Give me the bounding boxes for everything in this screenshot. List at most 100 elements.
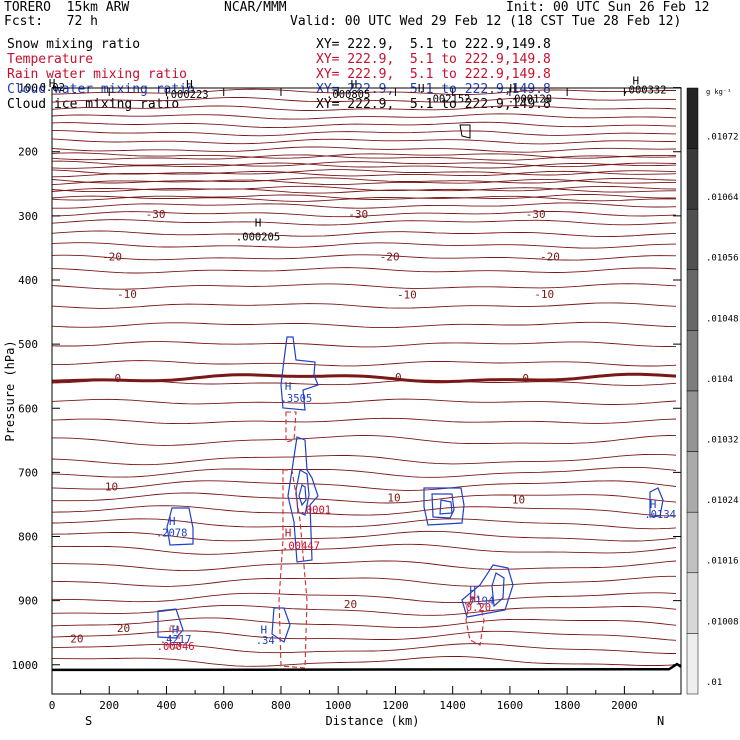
- x-axis-label: Distance (km): [326, 714, 420, 728]
- maximum-value-label: .00447: [282, 540, 320, 552]
- valid-time: Valid: 00 UTC Wed 29 Feb 12 (18 CST Tue …: [290, 14, 682, 29]
- isotherm-line: [51, 211, 677, 218]
- maximum-value-label: .34: [256, 635, 275, 647]
- isotherm-line: [51, 592, 677, 604]
- maximum-marker: H: [469, 584, 476, 597]
- isotherm-line: [51, 154, 677, 161]
- maximum-value-label: .000332: [622, 85, 666, 97]
- model-title: TORERO 15km ARW: [4, 0, 130, 15]
- isotherm-line: [51, 302, 677, 309]
- isotherm-line: [51, 162, 677, 169]
- maximum-marker: H: [469, 592, 476, 605]
- init-time: Init: 00 UTC Sun 26 Feb 12: [506, 0, 710, 15]
- legend-rain-xy: XY= 222.9, 5.1 to 222.9,149.8: [316, 67, 551, 82]
- isotherm-line: [51, 169, 677, 176]
- colorbar-label: .01008: [706, 617, 739, 627]
- colorbar-segment: [686, 572, 699, 634]
- temperature-label: 20: [344, 598, 357, 611]
- maximum-marker: H: [509, 82, 516, 95]
- isotherm-line: [51, 398, 677, 405]
- temperature-label: -30: [348, 208, 368, 221]
- maximum-value-label: .0134: [644, 509, 676, 521]
- x-tick-label: 1200: [382, 699, 409, 712]
- colorbar-label: .01032: [706, 436, 739, 446]
- isotherm-line: [51, 160, 677, 168]
- colorbar-segment: [686, 330, 699, 392]
- temperature-label: -20: [540, 250, 560, 263]
- colorbar-segment: [686, 451, 699, 513]
- cloud-water-contour: [461, 564, 514, 618]
- maximum-value-label: 0.02: [40, 82, 65, 94]
- cloud-water-contour: [491, 572, 505, 608]
- cloud-water-contour: [298, 484, 307, 507]
- temperature-label: -10: [397, 289, 417, 302]
- isotherm-line: [51, 185, 677, 193]
- isotherm-line: [51, 194, 677, 201]
- y-tick-label: 600: [18, 402, 38, 415]
- temperature-label: -20: [102, 250, 122, 263]
- cloud-water-contour: [280, 336, 319, 411]
- legend-snow-xy: XY= 222.9, 5.1 to 222.9,149.8: [316, 37, 551, 52]
- isotherm-line: [51, 177, 677, 184]
- isotherm-line: [52, 492, 677, 504]
- x-tick-label: 1600: [497, 699, 524, 712]
- legend-temperature: Temperature: [7, 52, 94, 67]
- temperature-label: 10: [387, 491, 400, 504]
- maximum-value-label: .0001: [299, 505, 331, 517]
- isotherm-line: [51, 643, 676, 654]
- y-tick-label: 900: [18, 595, 38, 608]
- maximum-value-label: .3505: [281, 393, 313, 405]
- maximum-value-label: 0.20: [466, 602, 491, 614]
- colorbar-segment: [686, 633, 699, 695]
- isotherm-line: [51, 113, 677, 120]
- isotherm-line: [51, 195, 676, 202]
- legend-rain: Rain water mixing ratio: [7, 67, 188, 82]
- cloud-water-contour: [271, 607, 291, 643]
- maximum-value-label: .2078: [156, 528, 188, 540]
- isotherm-line: [51, 543, 677, 555]
- y-tick-label: 100: [18, 82, 38, 95]
- colorbar-segment: [686, 148, 699, 210]
- x-tick-label: 2000: [611, 699, 638, 712]
- x-tick-label: 800: [271, 699, 291, 712]
- x-tick-label: 1400: [439, 699, 466, 712]
- maximum-value-label: .00046: [157, 641, 195, 653]
- isotherm-line: [51, 230, 677, 238]
- isotherm-line: [51, 129, 677, 137]
- temperature-label: -30: [526, 208, 546, 221]
- isotherm-line: [52, 202, 677, 209]
- colorbar-segment: [686, 390, 699, 452]
- isotherm-line: [51, 138, 677, 145]
- legend-temperature-xy: XY= 222.9, 5.1 to 222.9,149.8: [316, 52, 551, 67]
- temperature-label: 10: [105, 480, 118, 493]
- isotherm-line: [52, 360, 677, 367]
- colorbar-label: .01056: [706, 254, 739, 264]
- isotherm-line: [51, 283, 677, 290]
- temperature-label: 0: [115, 372, 122, 385]
- freezing-level-line: [51, 372, 677, 384]
- maximum-marker: H: [49, 77, 56, 90]
- maximum-value-label: .002152: [426, 94, 470, 106]
- colorbar-label: .01016: [706, 557, 739, 567]
- y-axis-label: Pressure (hPa): [3, 340, 17, 441]
- forecast-hour: Fcst: 72 h: [4, 14, 98, 29]
- maximum-value-label: .000223: [164, 89, 208, 101]
- maximum-value-label: .000205: [236, 231, 280, 243]
- colorbar-segment: [686, 511, 699, 574]
- isotherm-line: [51, 187, 676, 194]
- colorbar-label: .01072: [706, 133, 739, 143]
- plot-frame: [51, 87, 682, 695]
- colorbar-segment: [686, 269, 699, 331]
- maximum-marker: H: [633, 75, 640, 88]
- temperature-label: 0: [522, 372, 529, 385]
- colorbar-segment: [686, 208, 699, 271]
- temperature-label: 20: [70, 632, 83, 645]
- maximum-marker: H: [260, 623, 267, 636]
- cloud-water-contour: [439, 499, 453, 515]
- colorbar-label: .0104: [706, 375, 733, 385]
- rain-water-contour: [278, 469, 308, 669]
- maximum-value-label: .7194: [463, 596, 495, 608]
- isotherm-line: [51, 121, 677, 129]
- isotherm-line: [51, 505, 677, 517]
- isotherm-line: [51, 604, 677, 616]
